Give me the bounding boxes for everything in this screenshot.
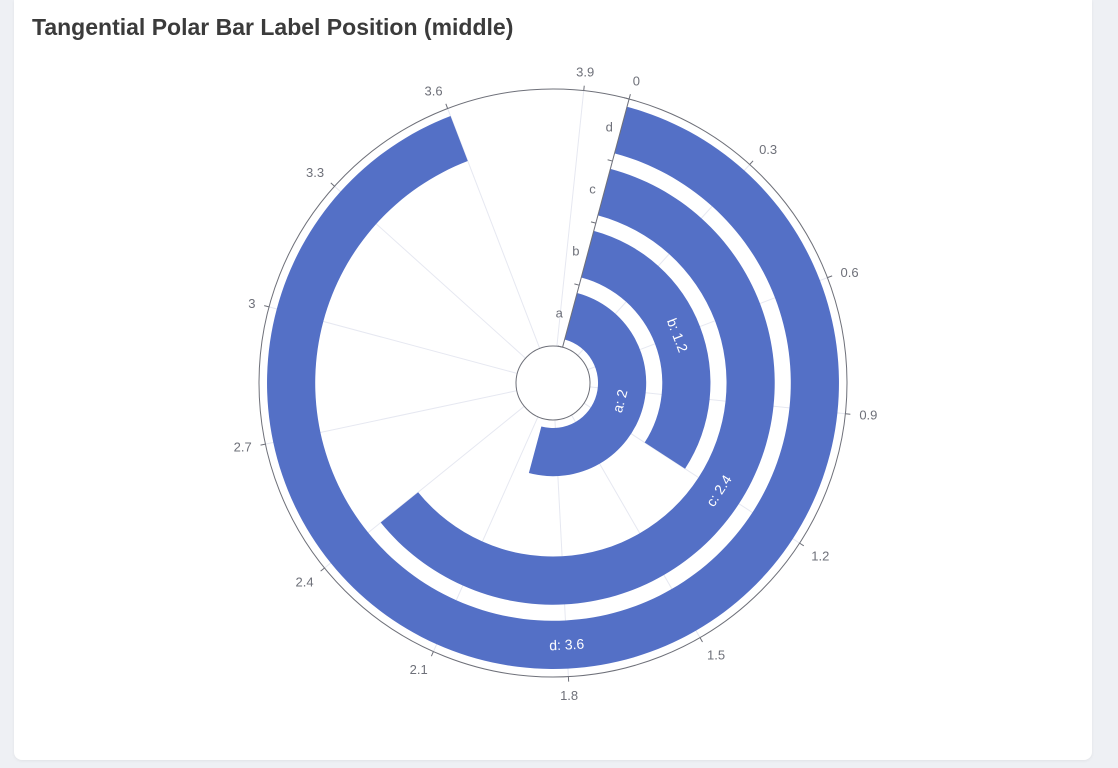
category-label: b	[572, 244, 579, 259]
angle-tick	[320, 567, 325, 572]
radius-tick	[624, 97, 630, 100]
angle-tick	[260, 443, 266, 446]
category-label: c	[589, 182, 596, 197]
grid-spoke	[447, 108, 541, 349]
angle-tick-label: 2.4	[296, 574, 314, 589]
angle-tick-label: 2.1	[410, 662, 428, 677]
bars	[267, 106, 839, 669]
angle-tick-label: 0.6	[841, 265, 859, 280]
angle-tick	[430, 651, 434, 657]
angle-tick-label: 3.9	[576, 65, 594, 80]
bar-c[interactable]	[380, 168, 775, 605]
angle-tick-label: 0	[633, 73, 640, 88]
radius-tick	[574, 283, 580, 286]
angle-tick-label: 3.3	[306, 165, 324, 180]
bar-a[interactable]	[528, 292, 647, 477]
angle-tick	[583, 85, 585, 91]
angle-tick	[749, 160, 754, 165]
inner-circle	[515, 345, 591, 421]
angle-tick-label: 3	[248, 296, 255, 311]
bar-label: a: 2	[609, 387, 631, 414]
angle-tick	[799, 542, 805, 547]
angle-tick-label: 1.8	[560, 688, 578, 703]
angle-tick-label: 0.3	[759, 142, 777, 157]
radius-axis: a b c d	[556, 97, 630, 348]
chart-title: Tangential Polar Bar Label Position (mid…	[32, 14, 514, 40]
angle-tick	[699, 637, 703, 643]
angle-tick	[827, 275, 833, 279]
polar-bar-chart: 0 0.3 0.6 0.9 1.2 1.5 1.8 2.1 2.4 2.7 3 3.3 3.6 3.9 a…	[234, 65, 878, 703]
angle-axis: 0 0.3 0.6 0.9 1.2 1.5 1.8 2.1 2.4 2.7 3 3.3 3.6 3.9	[234, 65, 878, 703]
angle-tick	[445, 103, 449, 109]
angle-tick-label: 2.7	[234, 440, 252, 455]
angle-tick	[628, 94, 631, 100]
radius-tick	[557, 345, 563, 348]
radius-tick	[590, 221, 596, 224]
angle-tick	[330, 182, 335, 187]
grid-spoke	[556, 90, 585, 347]
angle-tick-label: 1.5	[707, 647, 725, 662]
angle-tick	[845, 413, 851, 415]
angle-tick	[264, 305, 270, 308]
angle-tick-label: 1.2	[811, 548, 829, 563]
category-label: d	[606, 119, 613, 134]
outer-circle	[258, 88, 848, 678]
radius-tick	[607, 159, 613, 162]
angle-tick-label: 3.6	[425, 83, 443, 98]
chart-card: Tangential Polar Bar Label Position (mid…	[14, 0, 1092, 760]
bar-b[interactable]	[581, 230, 711, 469]
angle-tick-label: 0.9	[859, 408, 877, 423]
category-label: a	[556, 306, 564, 321]
bar-label: d: 3.6	[549, 636, 585, 654]
